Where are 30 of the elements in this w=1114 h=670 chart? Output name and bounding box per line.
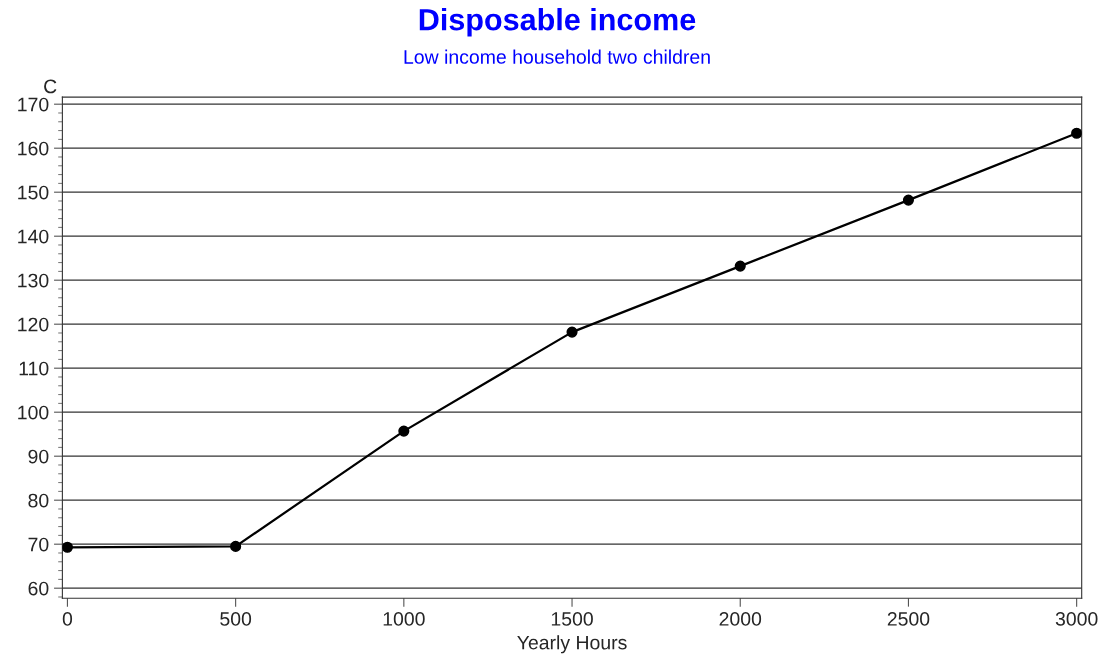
- y-axis-title: C: [44, 79, 57, 94]
- y-tick-label: 120: [18, 317, 49, 332]
- x-tick-label: 2500: [887, 612, 930, 626]
- x-tick-label: 1500: [551, 612, 593, 626]
- point: [62, 541, 73, 553]
- y-tick-label: 110: [19, 361, 49, 376]
- y-tick-label: 170: [18, 97, 49, 112]
- x-tick-label: 1000: [383, 612, 425, 626]
- x-tick-label: 0: [62, 612, 73, 626]
- chart-subtitle: Low income household two children: [404, 49, 710, 64]
- y-tick-label: 150: [18, 185, 49, 200]
- x-tick-label: 2000: [719, 612, 762, 626]
- point: [902, 194, 915, 206]
- y-tick-label: 100: [18, 405, 49, 420]
- x-tick-label: 3000: [1055, 612, 1098, 626]
- chart-title: Disposable income: [419, 8, 696, 37]
- point: [734, 260, 746, 272]
- y-tick-label: 160: [18, 141, 49, 156]
- y-tick-label: 70: [28, 537, 49, 552]
- point: [398, 425, 410, 437]
- y-tick-label: 130: [18, 273, 49, 288]
- point: [230, 540, 242, 552]
- y-tick-label: 90: [28, 449, 49, 464]
- y-tick-label: 80: [28, 493, 49, 508]
- x-tick-label: 500: [220, 612, 252, 626]
- x-axis-title: Yearly Hours: [517, 635, 627, 654]
- point: [566, 326, 578, 338]
- y-tick-label: 140: [18, 229, 49, 244]
- y-tick-label: 60: [28, 581, 49, 596]
- point: [1071, 127, 1082, 139]
